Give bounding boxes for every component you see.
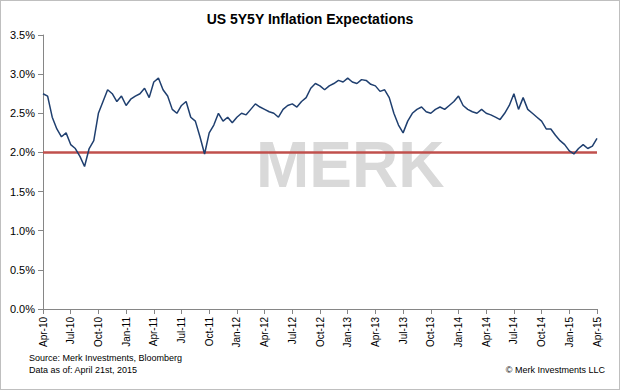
svg-text:1.0%: 1.0% bbox=[10, 225, 35, 237]
svg-text:Oct-10: Oct-10 bbox=[93, 317, 104, 347]
svg-text:Jul-11: Jul-11 bbox=[176, 317, 187, 344]
svg-text:Apr-15: Apr-15 bbox=[592, 317, 603, 347]
svg-text:Jul-10: Jul-10 bbox=[65, 317, 76, 345]
svg-text:© Merk Investments LLC: © Merk Investments LLC bbox=[506, 365, 606, 375]
svg-text:US 5Y5Y Inflation Expectations: US 5Y5Y Inflation Expectations bbox=[207, 11, 414, 27]
svg-text:Apr-12: Apr-12 bbox=[259, 317, 270, 347]
svg-text:Apr-14: Apr-14 bbox=[481, 317, 492, 347]
svg-text:0.0%: 0.0% bbox=[10, 303, 35, 315]
svg-text:1.5%: 1.5% bbox=[10, 186, 35, 198]
svg-text:Jan-15: Jan-15 bbox=[564, 317, 575, 348]
svg-text:Jan-13: Jan-13 bbox=[342, 317, 353, 348]
svg-text:Jan-12: Jan-12 bbox=[231, 317, 242, 348]
svg-text:2.5%: 2.5% bbox=[10, 107, 35, 119]
svg-text:Source: Merk Investments, Bloo: Source: Merk Investments, Bloomberg bbox=[29, 353, 182, 363]
svg-text:Jan-11: Jan-11 bbox=[121, 317, 132, 347]
svg-text:3.0%: 3.0% bbox=[10, 68, 35, 80]
svg-text:Apr-10: Apr-10 bbox=[38, 317, 49, 347]
svg-text:Oct-12: Oct-12 bbox=[315, 317, 326, 347]
svg-text:Jan-14: Jan-14 bbox=[453, 317, 464, 348]
svg-text:Apr-13: Apr-13 bbox=[370, 317, 381, 347]
svg-text:Jul-14: Jul-14 bbox=[508, 317, 519, 345]
svg-text:2.0%: 2.0% bbox=[10, 146, 35, 158]
svg-text:Jul-12: Jul-12 bbox=[287, 317, 298, 345]
svg-text:MERK: MERK bbox=[256, 129, 444, 201]
svg-text:0.5%: 0.5% bbox=[10, 264, 35, 276]
svg-text:Apr-11: Apr-11 bbox=[148, 317, 159, 347]
svg-text:Oct-14: Oct-14 bbox=[536, 317, 547, 347]
svg-text:Oct-11: Oct-11 bbox=[204, 317, 215, 347]
svg-text:Data as of: April 21st, 2015: Data as of: April 21st, 2015 bbox=[29, 365, 137, 375]
svg-text:3.5%: 3.5% bbox=[10, 29, 35, 41]
svg-text:Jul-13: Jul-13 bbox=[398, 317, 409, 345]
svg-text:Oct-13: Oct-13 bbox=[425, 317, 436, 347]
